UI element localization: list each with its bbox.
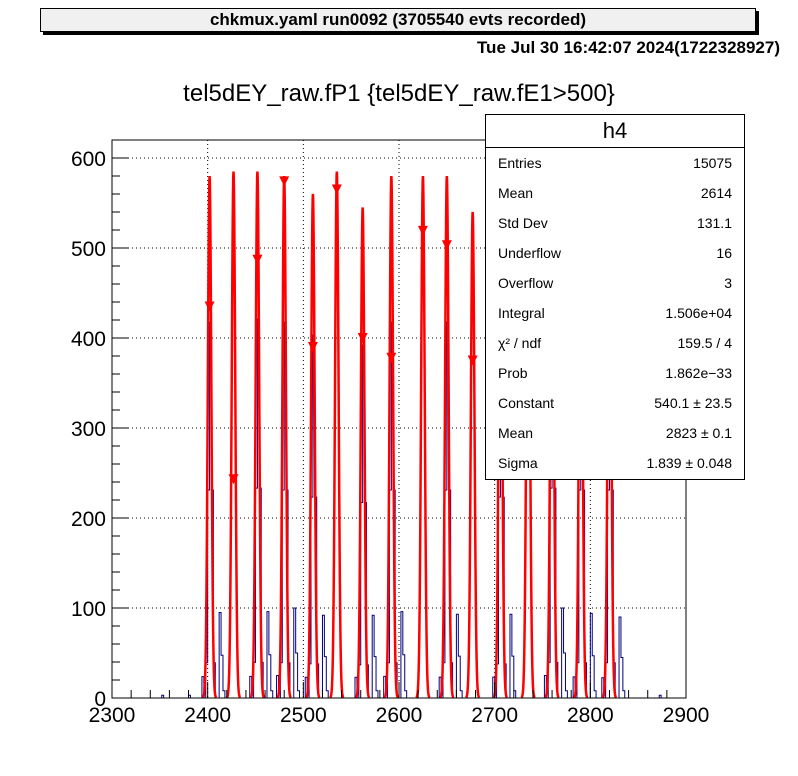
stats-label: Overflow: [498, 275, 554, 291]
fit-curve: [225, 171, 242, 699]
stats-label: Constant: [498, 395, 555, 411]
fit-curve: [355, 207, 371, 699]
stats-label: Mean: [498, 425, 534, 441]
x-tick-label: 2500: [280, 704, 327, 727]
stats-row: Mean 2823 ± 0.1: [486, 418, 744, 448]
peak-marker: [252, 254, 263, 265]
stats-row: Integral 1.506e+04: [486, 298, 744, 328]
stats-label: Integral: [498, 305, 545, 321]
fit-curve: [249, 171, 266, 699]
fit-curve: [439, 175, 455, 699]
x-tick-label: 2900: [663, 704, 710, 727]
x-tick-label: 2600: [376, 704, 423, 727]
fit-curve: [383, 175, 399, 699]
peak-marker: [357, 333, 368, 343]
fit-curve: [465, 211, 481, 699]
stats-value: 1.862e−33: [665, 365, 732, 381]
y-tick-label: 0: [94, 688, 106, 711]
peak-marker: [467, 355, 478, 366]
y-tick-label: 500: [71, 238, 106, 261]
stats-label: Mean: [498, 185, 534, 201]
y-tick-label: 100: [71, 598, 106, 621]
stats-value: 2614: [700, 185, 732, 201]
fit-curve: [276, 175, 292, 699]
peak-marker: [331, 184, 342, 195]
stats-box: h4 Entries 15075 Mean 2614 Std Dev 131.1 Under…: [485, 114, 745, 480]
y-tick-label: 300: [71, 418, 106, 441]
stats-value: 159.5 / 4: [677, 335, 733, 351]
peak-marker: [228, 474, 239, 485]
stats-value: 2823 ± 0.1: [665, 425, 732, 441]
x-tick-label: 2300: [89, 704, 136, 727]
fit-curve: [415, 175, 431, 699]
peak-marker: [204, 301, 215, 312]
peak-marker: [417, 225, 428, 236]
run-banner: chkmux.yaml run0092 (3705540 evts record…: [40, 8, 756, 32]
stats-row: Sigma 1.839 ± 0.048: [486, 448, 744, 478]
stats-label: Std Dev: [498, 215, 548, 231]
stats-row: Prob 1.862e−33: [486, 358, 744, 388]
stats-label: Underflow: [498, 245, 562, 261]
x-tick-label: 2800: [567, 704, 614, 727]
stats-row: Constant 540.1 ± 23.5: [486, 388, 744, 418]
stats-row: χ² / ndf 159.5 / 4: [486, 328, 744, 358]
stats-row: Overflow 3: [486, 268, 744, 298]
stats-label: Prob: [498, 365, 528, 381]
fit-curve: [201, 175, 218, 699]
peak-marker: [279, 176, 290, 187]
stats-value: 1.839 ± 0.048: [646, 455, 732, 471]
stats-rows: Entries 15075 Mean 2614 Std Dev 131.1 Underflo…: [486, 148, 744, 478]
datestamp: Tue Jul 30 16:42:07 2024(1722328927): [476, 38, 780, 57]
x-tick-label: 2400: [184, 704, 231, 727]
fit-curve: [329, 171, 345, 699]
peak-marker: [441, 240, 452, 251]
stats-value: 1.506e+04: [665, 305, 732, 321]
stats-value: 16: [716, 245, 732, 261]
y-tick-label: 600: [71, 148, 106, 171]
stats-label: Sigma: [498, 455, 538, 471]
stats-value: 131.1: [696, 215, 732, 231]
stats-row: Std Dev 131.1: [486, 208, 744, 238]
chart-title: tel5dEY_raw.fP1 {tel5dEY_raw.fE1>500}: [183, 80, 615, 107]
stats-row: Underflow 16: [486, 238, 744, 268]
stats-value: 15075: [693, 155, 732, 171]
y-tick-label: 200: [71, 508, 106, 531]
x-tick-label: 2700: [471, 704, 518, 727]
stats-row: Mean 2614: [486, 178, 744, 208]
stats-row: Entries 15075: [486, 148, 744, 178]
stats-value: 540.1 ± 23.5: [654, 395, 732, 411]
axes: 2300 2400 2500 2600 2700 2800 2900 0 100 200 300 40…: [71, 139, 710, 727]
stats-label: χ² / ndf: [498, 335, 542, 351]
stats-label: Entries: [498, 155, 542, 171]
peak-marker: [386, 352, 397, 363]
stats-value: 3: [724, 275, 732, 291]
y-tick-label: 400: [71, 328, 106, 351]
stats-title: h4: [486, 115, 744, 148]
fit-curve: [305, 193, 321, 699]
peak-marker: [307, 342, 318, 352]
